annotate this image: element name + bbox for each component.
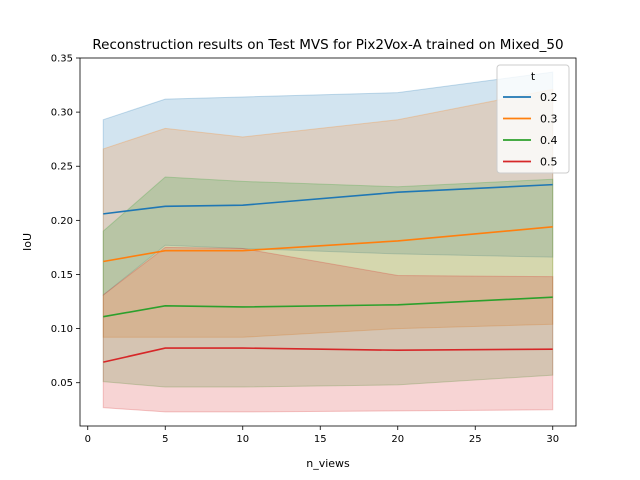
legend-label-0: 0.2 xyxy=(540,91,558,104)
x-tick-label: 5 xyxy=(162,434,168,445)
x-axis-ticks: 0 5 10 15 20 25 30 xyxy=(85,426,560,445)
y-tick-label: 0.10 xyxy=(51,324,73,335)
y-tick-label: 0.25 xyxy=(51,162,73,173)
legend: t 0.2 0.3 0.4 0.5 xyxy=(497,65,569,173)
y-axis-label: IoU xyxy=(21,233,34,251)
legend-label-1: 0.3 xyxy=(540,113,558,126)
plot-area xyxy=(103,72,553,412)
x-axis-label: n_views xyxy=(306,457,350,470)
x-tick-label: 15 xyxy=(314,434,327,445)
y-tick-label: 0.15 xyxy=(51,270,73,281)
x-tick-label: 0 xyxy=(85,434,91,445)
legend-title: t xyxy=(531,70,536,83)
chart-title: Reconstruction results on Test MVS for P… xyxy=(92,37,563,53)
y-tick-label: 0.35 xyxy=(51,54,73,65)
y-axis-ticks: 0.05 0.10 0.15 0.20 0.25 0.30 0.35 xyxy=(51,54,80,390)
confidence-bands xyxy=(103,72,553,412)
legend-label-3: 0.5 xyxy=(540,156,558,169)
x-tick-label: 25 xyxy=(469,434,482,445)
y-tick-label: 0.30 xyxy=(51,108,73,119)
x-tick-label: 20 xyxy=(391,434,404,445)
legend-label-2: 0.4 xyxy=(540,134,558,147)
y-tick-label: 0.20 xyxy=(51,216,73,227)
y-tick-label: 0.05 xyxy=(51,378,73,389)
x-tick-label: 10 xyxy=(236,434,249,445)
x-tick-label: 30 xyxy=(546,434,559,445)
